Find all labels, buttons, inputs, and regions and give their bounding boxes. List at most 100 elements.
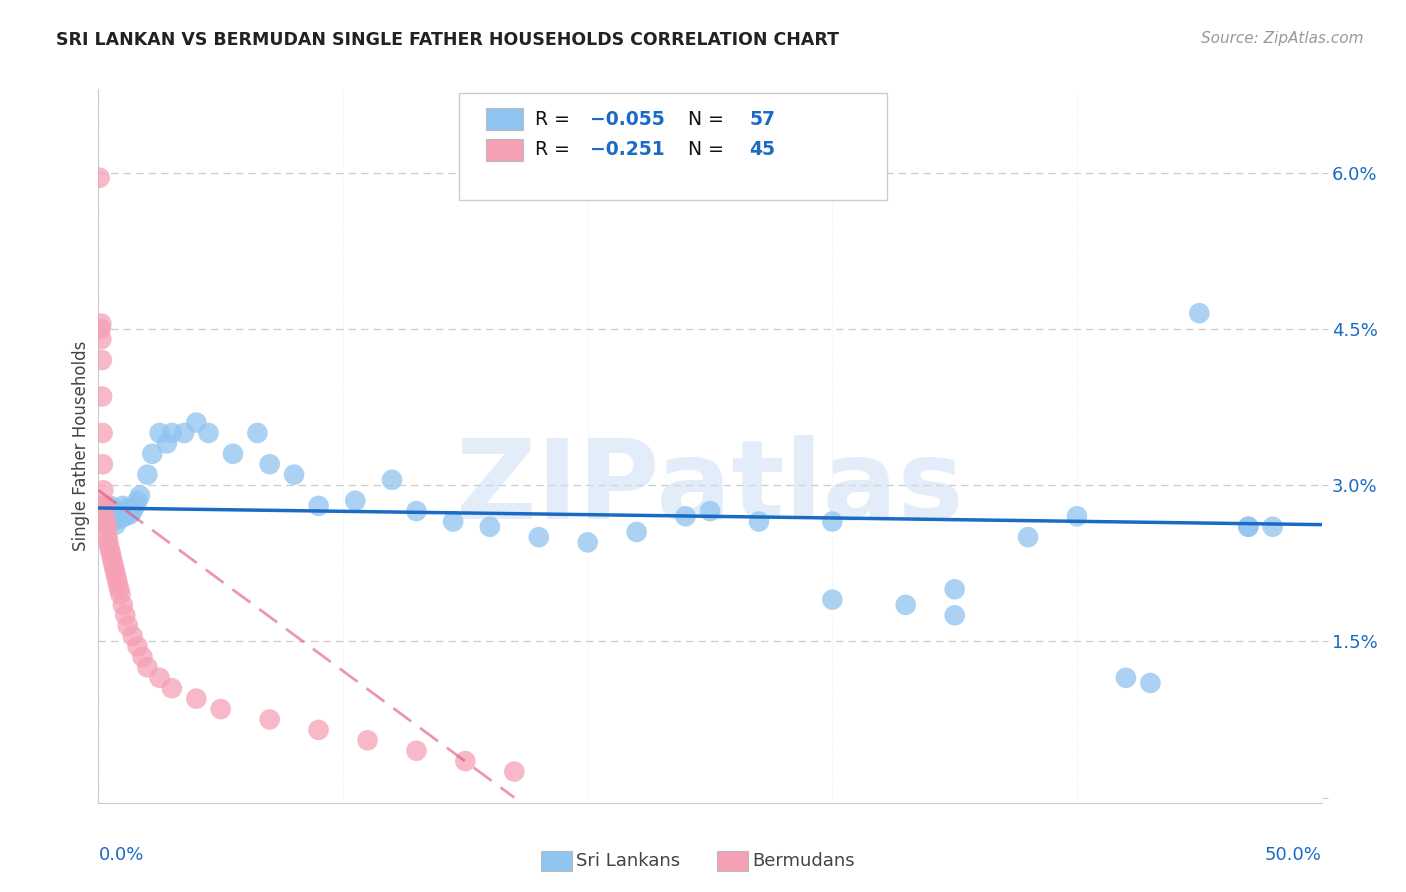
Point xyxy=(121,504,143,518)
Point xyxy=(107,577,129,591)
Point xyxy=(943,608,966,623)
Point xyxy=(120,507,142,521)
Point xyxy=(111,598,134,612)
Point xyxy=(91,390,114,404)
Point xyxy=(160,681,183,696)
Point xyxy=(344,493,367,508)
Y-axis label: Single Father Households: Single Father Households xyxy=(72,341,90,551)
Text: R =: R = xyxy=(536,110,576,128)
Point xyxy=(405,504,427,518)
Point xyxy=(90,353,112,368)
Point xyxy=(141,447,163,461)
Point xyxy=(93,499,115,513)
Point xyxy=(91,483,114,498)
Point xyxy=(454,754,477,768)
Point xyxy=(136,660,159,674)
FancyBboxPatch shape xyxy=(460,93,887,200)
Point xyxy=(1066,509,1088,524)
Text: Bermudans: Bermudans xyxy=(752,852,855,870)
Point xyxy=(1115,671,1137,685)
Point xyxy=(1188,306,1211,320)
Point xyxy=(94,499,117,513)
Text: R =: R = xyxy=(536,140,576,160)
Point xyxy=(111,499,134,513)
Point xyxy=(101,515,124,529)
Text: 0.0%: 0.0% xyxy=(98,846,143,863)
Point xyxy=(156,436,179,450)
Point xyxy=(90,317,112,331)
Text: Source: ZipAtlas.com: Source: ZipAtlas.com xyxy=(1201,31,1364,46)
Point xyxy=(97,535,120,549)
Point xyxy=(478,520,501,534)
Point xyxy=(117,500,139,515)
FancyBboxPatch shape xyxy=(486,139,523,161)
Point xyxy=(107,507,129,521)
Point xyxy=(90,322,112,336)
Point xyxy=(246,425,269,440)
Text: SRI LANKAN VS BERMUDAN SINGLE FATHER HOUSEHOLDS CORRELATION CHART: SRI LANKAN VS BERMUDAN SINGLE FATHER HOU… xyxy=(56,31,839,49)
Point xyxy=(127,493,149,508)
Point xyxy=(103,561,125,575)
Point xyxy=(1139,676,1161,690)
Point xyxy=(308,723,330,737)
Point xyxy=(626,524,648,539)
Point xyxy=(97,530,120,544)
Point xyxy=(356,733,378,747)
Point xyxy=(114,608,136,623)
Point xyxy=(98,541,121,555)
Point xyxy=(197,425,219,440)
Point xyxy=(527,530,550,544)
Point xyxy=(97,507,120,521)
Text: ZIPatlas: ZIPatlas xyxy=(456,435,965,542)
Point xyxy=(186,416,208,430)
Point xyxy=(136,467,159,482)
Point xyxy=(121,629,143,643)
Point xyxy=(91,425,114,440)
Point xyxy=(104,517,127,532)
Point xyxy=(381,473,404,487)
Point xyxy=(149,425,172,440)
Point xyxy=(1017,530,1039,544)
Point xyxy=(117,618,139,632)
Point xyxy=(104,566,127,581)
Point xyxy=(576,535,599,549)
Point xyxy=(100,499,122,513)
Point xyxy=(91,504,114,518)
Text: 50.0%: 50.0% xyxy=(1265,846,1322,863)
Point xyxy=(821,515,844,529)
Point xyxy=(259,457,281,471)
Point xyxy=(114,509,136,524)
Point xyxy=(1261,520,1284,534)
Point xyxy=(101,504,124,518)
Point xyxy=(259,713,281,727)
Point xyxy=(89,499,111,513)
Point xyxy=(100,546,122,560)
Point xyxy=(943,582,966,597)
Point xyxy=(110,511,132,525)
Point xyxy=(503,764,526,779)
Point xyxy=(173,425,195,440)
Point xyxy=(405,744,427,758)
Text: N =: N = xyxy=(676,110,730,128)
Point xyxy=(1237,520,1260,534)
Point xyxy=(104,509,127,524)
Point xyxy=(94,515,117,529)
Point xyxy=(209,702,232,716)
Point xyxy=(91,457,114,471)
Point xyxy=(101,556,124,570)
Point xyxy=(127,640,149,654)
Text: N =: N = xyxy=(676,140,730,160)
Point xyxy=(100,511,122,525)
Point xyxy=(89,170,111,185)
Point xyxy=(94,509,117,524)
Point xyxy=(93,509,115,524)
Point xyxy=(699,504,721,518)
Point xyxy=(96,520,118,534)
Point xyxy=(160,425,183,440)
Text: −0.055: −0.055 xyxy=(591,110,665,128)
Point xyxy=(131,649,153,664)
Point xyxy=(894,598,917,612)
Text: Sri Lankans: Sri Lankans xyxy=(576,852,681,870)
Text: 45: 45 xyxy=(749,140,775,160)
Point xyxy=(441,515,464,529)
